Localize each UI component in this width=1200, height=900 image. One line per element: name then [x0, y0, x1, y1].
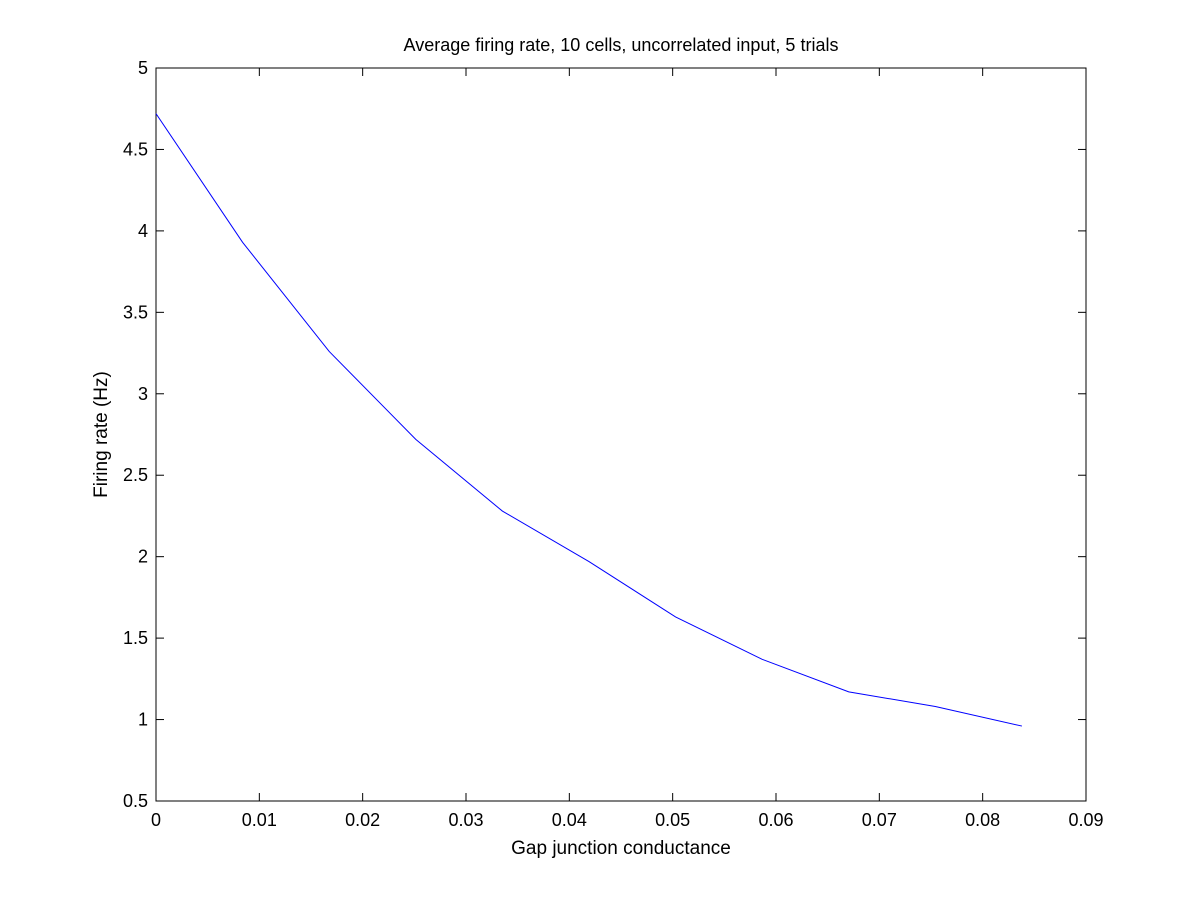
- y-tick-label: 1: [138, 710, 148, 730]
- x-tick-label: 0.09: [1068, 810, 1103, 830]
- y-axis-label: Firing rate (Hz): [91, 371, 112, 498]
- x-tick-label: 0.02: [345, 810, 380, 830]
- y-tick-label: 1.5: [123, 628, 148, 648]
- y-tick-label: 5: [138, 58, 148, 78]
- x-axis-label: Gap junction conductance: [511, 838, 731, 859]
- x-tick-label: 0.07: [862, 810, 897, 830]
- y-tick-label: 2.5: [123, 465, 148, 485]
- tick-labels: 0 0.01 0.02 0.03 0.04 0.05 0.06 0.07 0.08 0.09 0.5…: [123, 58, 1104, 830]
- x-tick-label: 0.08: [965, 810, 1000, 830]
- y-tick-label: 4.5: [123, 139, 148, 159]
- x-tick-label: 0.04: [552, 810, 587, 830]
- y-tick-label: 2: [138, 547, 148, 567]
- y-tick-label: 3.5: [123, 302, 148, 322]
- y-tick-label: 4: [138, 221, 148, 241]
- y-tick-label: 0.5: [123, 791, 148, 811]
- y-tick-label: 3: [138, 384, 148, 404]
- chart-title: Average firing rate, 10 cells, uncorrela…: [404, 35, 839, 55]
- x-tick-label: 0.01: [242, 810, 277, 830]
- ticks: [155, 67, 1087, 802]
- series-line: [155, 113, 1023, 727]
- series: [155, 113, 1023, 727]
- x-tick-label: 0.03: [448, 810, 483, 830]
- x-tick-label: 0.06: [758, 810, 793, 830]
- plot-area: [155, 67, 1087, 802]
- x-tick-label: 0.05: [655, 810, 690, 830]
- x-tick-label: 0: [151, 810, 161, 830]
